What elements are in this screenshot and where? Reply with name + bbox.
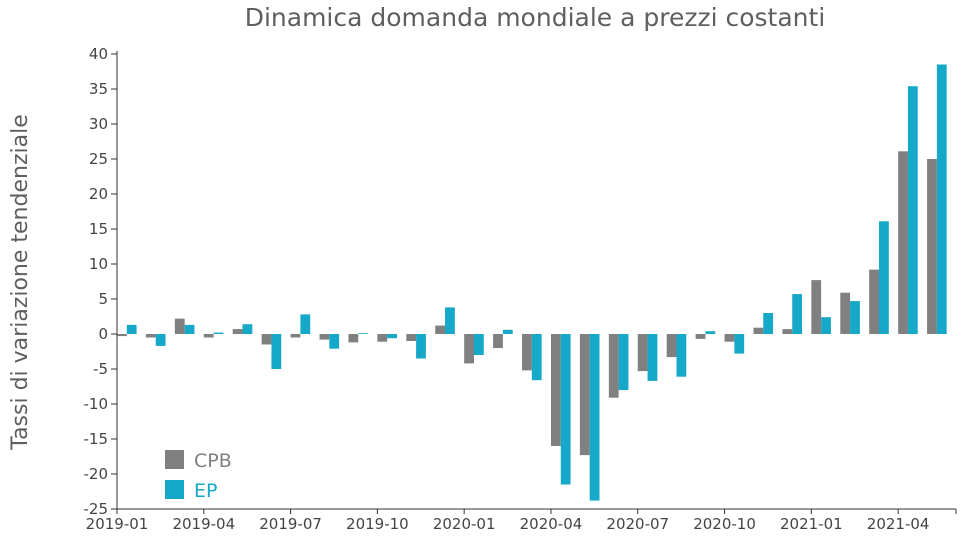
- x-tick-label: 2020-01: [433, 515, 496, 533]
- bar-cpb-2019-11: [406, 334, 417, 341]
- bar-cpb-2019-02: [145, 334, 156, 338]
- bar-ep-2020-12: [792, 294, 803, 334]
- bar-cpb-2020-12: [782, 329, 793, 334]
- x-tick-label: 2021-01: [780, 515, 843, 533]
- bar-cpb-2020-03: [522, 334, 532, 371]
- bar-cpb-2019-04: [203, 334, 214, 338]
- bar-ep-2019-12: [445, 307, 455, 334]
- y-tick-label: 5: [98, 290, 108, 308]
- bar-cpb-2020-07: [637, 334, 648, 372]
- bar-cpb-2020-05: [579, 334, 590, 456]
- y-tick-label: 0: [98, 325, 108, 343]
- bar-ep-2020-01: [473, 334, 484, 355]
- bar-ep-2020-02: [502, 329, 513, 334]
- bar-ep-2019-10: [387, 334, 397, 339]
- bar-cpb-2021-01: [811, 280, 822, 334]
- y-tick-label: 30: [89, 115, 108, 133]
- bar-cpb-2021-05: [927, 159, 937, 334]
- bar-cpb-2020-11: [753, 327, 764, 334]
- x-tick-label: 2020-10: [693, 515, 756, 533]
- y-tick-label: -20: [84, 465, 109, 483]
- bar-ep-2019-06: [271, 334, 282, 369]
- bar-ep-2020-05: [589, 334, 600, 501]
- bar-cpb-2020-10: [724, 334, 735, 342]
- bar-ep-2020-10: [734, 334, 745, 354]
- x-tick-label: 2021-04: [867, 515, 930, 533]
- bar-ep-2020-08: [676, 334, 687, 377]
- bar-cpb-2021-03: [869, 269, 880, 334]
- y-tick-label: -25: [84, 500, 109, 518]
- bar-cpb-2019-05: [232, 329, 243, 334]
- bar-cpb-2021-02: [840, 292, 851, 334]
- bar-ep-2020-04: [560, 334, 571, 485]
- bar-cpb-2021-04: [898, 151, 908, 334]
- bar-ep-2019-11: [416, 334, 426, 359]
- bar-ep-2019-09: [358, 333, 369, 334]
- legend-label-ep: EP: [194, 480, 217, 502]
- bar-cpb-2020-08: [666, 334, 677, 358]
- bar-ep-2020-09: [705, 331, 716, 334]
- bar-cpb-2019-07: [290, 334, 301, 338]
- bar-cpb-2019-01: [117, 334, 127, 337]
- bar-ep-2019-05: [242, 324, 253, 334]
- y-tick-label: -5: [93, 360, 108, 378]
- bar-ep-2019-04: [213, 332, 224, 334]
- bar-cpb-2019-09: [348, 334, 359, 343]
- bar-ep-2019-01: [126, 324, 137, 334]
- bar-cpb-2020-04: [550, 334, 561, 446]
- bar-ep-2020-03: [531, 334, 542, 381]
- bar-cpb-2020-01: [464, 334, 474, 364]
- y-tick-label: 35: [89, 80, 108, 98]
- bar-ep-2021-01: [821, 317, 831, 334]
- legend: CPB EP: [165, 450, 232, 502]
- bar-ep-2019-03: [184, 324, 195, 334]
- bar-ep-2021-04: [907, 86, 918, 334]
- bar-ep-2019-07: [300, 314, 311, 334]
- y-tick-label: 15: [89, 220, 108, 238]
- bar-cpb-2019-10: [377, 334, 388, 342]
- bar-ep-2021-03: [879, 221, 889, 334]
- bar-ep-2019-08: [329, 334, 340, 349]
- bar-ep-2021-05: [936, 64, 947, 334]
- x-tick-label: 2019-01: [86, 515, 149, 533]
- y-tick-label: 20: [89, 185, 108, 203]
- y-axis-label: Tassi di variazione tendenziale: [8, 114, 33, 450]
- bar-ep-2021-02: [850, 301, 860, 334]
- y-tick-label: 10: [89, 255, 108, 273]
- chart-title: Dinamica domanda mondiale a prezzi costa…: [245, 3, 826, 32]
- x-tick-label: 2020-07: [606, 515, 669, 533]
- x-tick-label: 2019-10: [346, 515, 409, 533]
- bar-cpb-2020-09: [695, 334, 706, 339]
- y-tick-label: -15: [84, 430, 109, 448]
- bar-cpb-2020-02: [493, 334, 503, 348]
- y-tick-label: -10: [84, 395, 109, 413]
- x-tick-label: 2019-04: [172, 515, 235, 533]
- legend-swatch-ep: [165, 480, 184, 499]
- bar-ep-2019-02: [155, 334, 166, 346]
- bar-ep-2020-11: [763, 313, 774, 334]
- y-tick-label: 25: [89, 150, 108, 168]
- x-tick-label: 2019-07: [259, 515, 322, 533]
- legend-swatch-cpb: [165, 450, 184, 469]
- legend-label-cpb: CPB: [194, 450, 232, 472]
- bar-cpb-2019-03: [174, 318, 185, 334]
- bar-ep-2020-07: [647, 334, 658, 381]
- bar-cpb-2019-06: [261, 334, 272, 345]
- bar-ep-2020-06: [618, 334, 629, 390]
- y-tick-label: 40: [89, 45, 108, 63]
- bar-cpb-2019-08: [319, 334, 330, 340]
- bar-cpb-2019-12: [435, 325, 446, 334]
- bar-cpb-2020-06: [608, 334, 619, 398]
- x-tick-label: 2020-04: [520, 515, 583, 533]
